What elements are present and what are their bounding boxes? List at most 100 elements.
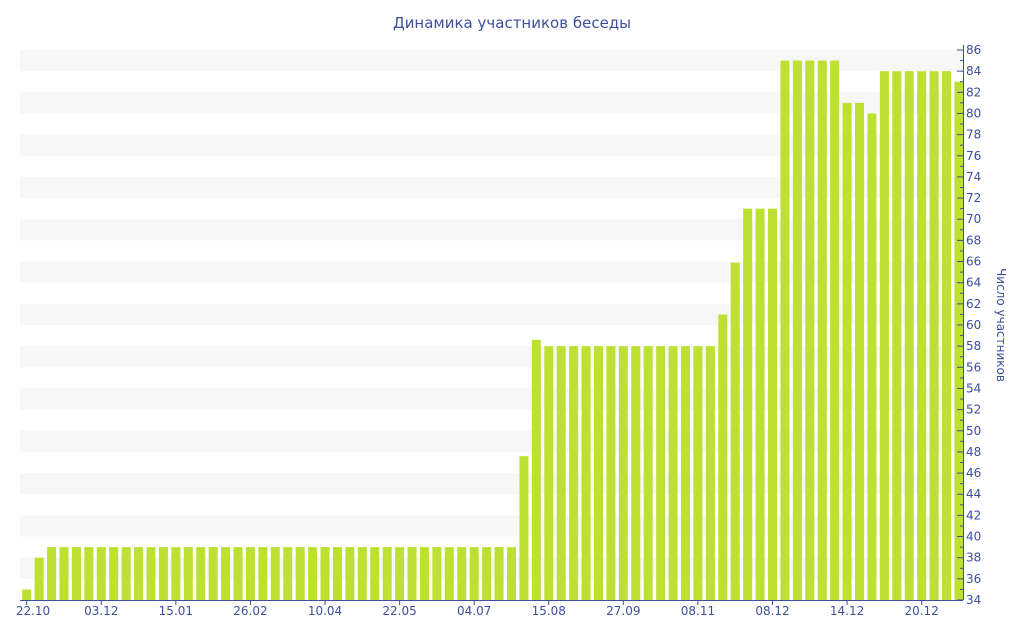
x-tick-label: 22.05 <box>382 604 416 618</box>
bar <box>494 547 504 600</box>
bar <box>295 547 305 600</box>
x-tick-label: 26.02 <box>233 604 267 618</box>
bar <box>705 346 715 600</box>
bar <box>283 547 293 600</box>
bar <box>171 547 181 600</box>
x-tick-label: 04.07 <box>457 604 491 618</box>
bar <box>730 262 740 600</box>
bar <box>395 547 405 600</box>
y-tick-label: 54 <box>966 381 981 395</box>
bar <box>320 547 330 600</box>
x-tick-label: 27.09 <box>606 604 640 618</box>
grid-band <box>20 176 963 199</box>
x-tick-label: 22.10 <box>16 604 50 618</box>
grid-band <box>20 50 963 72</box>
y-tick-label: 44 <box>966 487 981 501</box>
y-tick-label: 62 <box>966 297 981 311</box>
bar <box>668 346 678 600</box>
bar <box>146 547 156 600</box>
bar <box>419 547 429 600</box>
x-tick-label: 08.12 <box>755 604 789 618</box>
x-tick-label: 08.11 <box>681 604 715 618</box>
bar <box>556 346 566 600</box>
bar <box>593 346 603 600</box>
bar <box>332 547 342 600</box>
x-axis: 22.10 03.12 15.01 26.02 10.04 22.05 04.07 15.08… <box>16 600 963 618</box>
bar <box>780 60 790 601</box>
chart-title: Динамика участников беседы <box>393 14 631 32</box>
bar <box>59 547 69 600</box>
y-tick-label: 46 <box>966 466 981 480</box>
bar <box>743 208 753 600</box>
bar <box>842 102 852 600</box>
y-tick-label: 70 <box>966 212 981 226</box>
bar <box>718 314 728 600</box>
bars <box>22 60 964 601</box>
y-tick-label: 76 <box>966 149 981 163</box>
bar <box>96 547 106 600</box>
y-tick-label: 50 <box>966 424 981 438</box>
bar <box>606 346 616 600</box>
bar <box>22 589 32 600</box>
bar <box>71 547 81 600</box>
bar <box>929 71 939 600</box>
bar <box>370 547 380 600</box>
y-tick-label: 86 <box>966 43 981 57</box>
y-tick-label: 84 <box>966 64 981 78</box>
y-axis-label: Число участников <box>994 268 1008 382</box>
grid-band <box>20 219 963 241</box>
bar <box>643 346 653 600</box>
bar <box>693 346 703 600</box>
bar <box>867 113 877 600</box>
bar <box>879 71 889 600</box>
bar <box>84 547 94 600</box>
grid-band <box>20 134 963 156</box>
bar <box>183 547 193 600</box>
y-tick-label: 80 <box>966 106 981 120</box>
bar <box>444 547 454 600</box>
bar <box>382 547 392 600</box>
y-tick-label: 82 <box>966 85 981 99</box>
bar <box>482 547 492 600</box>
bar <box>792 60 802 601</box>
y-tick-label: 78 <box>966 128 981 142</box>
y-tick-label: 58 <box>966 339 981 353</box>
bar <box>407 547 417 600</box>
y-tick-label: 64 <box>966 276 981 290</box>
bar <box>47 547 57 600</box>
y-tick-label: 38 <box>966 551 981 565</box>
bar <box>904 71 914 600</box>
bar <box>805 60 815 601</box>
y-tick-label: 68 <box>966 233 981 247</box>
bar <box>917 71 927 600</box>
bar <box>208 547 218 600</box>
bar <box>233 547 243 600</box>
grid-bands <box>20 50 963 579</box>
bar <box>109 547 119 600</box>
bar <box>942 71 952 600</box>
bar <box>954 81 964 600</box>
bar <box>817 60 827 601</box>
x-tick-label: 15.08 <box>532 604 566 618</box>
y-tick-label: 56 <box>966 360 981 374</box>
bar <box>121 547 131 600</box>
bar <box>308 547 318 600</box>
y-tick-label: 60 <box>966 318 981 332</box>
bar <box>158 547 168 600</box>
y-tick-label: 52 <box>966 403 981 417</box>
bar <box>357 547 367 600</box>
y-tick-label: 40 <box>966 530 981 544</box>
bar <box>134 547 144 600</box>
bar <box>270 547 280 600</box>
bar <box>531 339 541 600</box>
bar <box>245 547 255 600</box>
bar <box>755 208 765 600</box>
bar <box>506 547 516 600</box>
bar <box>618 346 628 600</box>
y-axis: 34 36 38 40 42 44 46 48 50 52 54 56 58 60 62 64 66 68 70 72… <box>957 43 981 607</box>
x-tick-label: 03.12 <box>84 604 118 618</box>
y-tick-label: 72 <box>966 191 981 205</box>
bar <box>34 557 44 600</box>
y-tick-label: 74 <box>966 170 981 184</box>
